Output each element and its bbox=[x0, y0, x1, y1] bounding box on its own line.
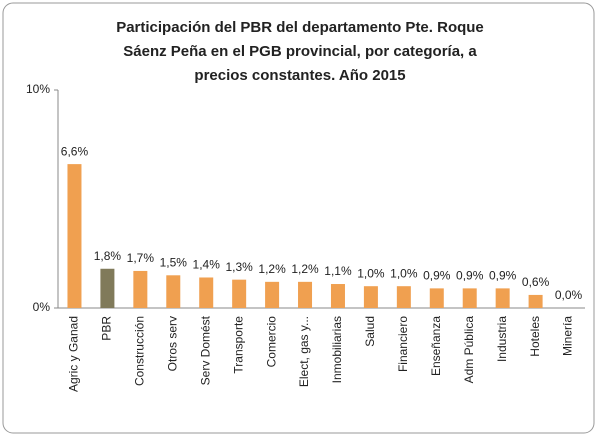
data-label: 1,7% bbox=[127, 251, 155, 265]
chart-border bbox=[2, 2, 595, 434]
x-tick-label: Industria bbox=[495, 316, 509, 362]
data-label: 1,5% bbox=[160, 255, 188, 269]
bar bbox=[528, 294, 543, 308]
bar bbox=[199, 277, 214, 308]
bar bbox=[67, 164, 82, 308]
data-label: 0,6% bbox=[522, 275, 550, 289]
x-tick-label: Minería bbox=[561, 316, 575, 356]
x-tick-label: Elect, gas y... bbox=[297, 316, 311, 387]
y-tick-label: 10% bbox=[26, 82, 50, 96]
data-label: 1,4% bbox=[193, 258, 221, 272]
data-label: 1,8% bbox=[94, 249, 122, 263]
data-label: 1,1% bbox=[324, 264, 352, 278]
x-tick-label: Hoteles bbox=[528, 316, 542, 357]
bar bbox=[298, 281, 313, 308]
chart-title: precios constantes. Año 2015 bbox=[194, 67, 405, 84]
x-tick-label: Transporte bbox=[231, 316, 245, 374]
data-label: 6,6% bbox=[61, 144, 89, 158]
data-label: 1,2% bbox=[291, 262, 319, 276]
bar bbox=[462, 288, 477, 308]
x-tick-label: Adm Pública bbox=[462, 316, 476, 384]
x-tick-label: Comercio bbox=[264, 316, 278, 368]
data-label: 1,3% bbox=[225, 260, 253, 274]
x-tick-label: Otros serv bbox=[165, 316, 179, 371]
x-tick-label: Agric y Ganad bbox=[67, 316, 81, 392]
data-label: 0,9% bbox=[489, 269, 517, 283]
bar bbox=[100, 268, 115, 308]
chart-title: Sáenz Peña en el PGB provincial, por cat… bbox=[123, 43, 477, 60]
x-tick-label: Serv Domést bbox=[198, 315, 212, 385]
data-label: 1,0% bbox=[357, 266, 385, 280]
bar bbox=[330, 284, 345, 308]
data-label: 1,2% bbox=[258, 262, 286, 276]
x-tick-label: Salud bbox=[363, 316, 377, 347]
bar bbox=[396, 286, 411, 308]
bar bbox=[265, 281, 280, 308]
chart-title: Participación del PBR del departamento P… bbox=[116, 19, 484, 36]
x-tick-label: Inmobiliarias bbox=[330, 316, 344, 383]
data-label: 0,9% bbox=[423, 269, 451, 283]
data-label: 1,0% bbox=[390, 266, 418, 280]
x-tick-label: Enseñanza bbox=[429, 316, 443, 376]
bar bbox=[363, 286, 378, 308]
bar bbox=[166, 275, 181, 308]
bar bbox=[495, 288, 510, 308]
y-tick-label: 0% bbox=[33, 300, 51, 314]
data-label: 0,0% bbox=[555, 288, 583, 302]
data-label: 0,9% bbox=[456, 269, 484, 283]
bar bbox=[232, 279, 247, 308]
x-tick-label: Financiero bbox=[396, 316, 410, 372]
x-tick-label: PBR bbox=[100, 316, 114, 341]
bar bbox=[133, 270, 148, 308]
bar bbox=[429, 288, 444, 308]
x-tick-label: Construcción bbox=[133, 316, 147, 386]
